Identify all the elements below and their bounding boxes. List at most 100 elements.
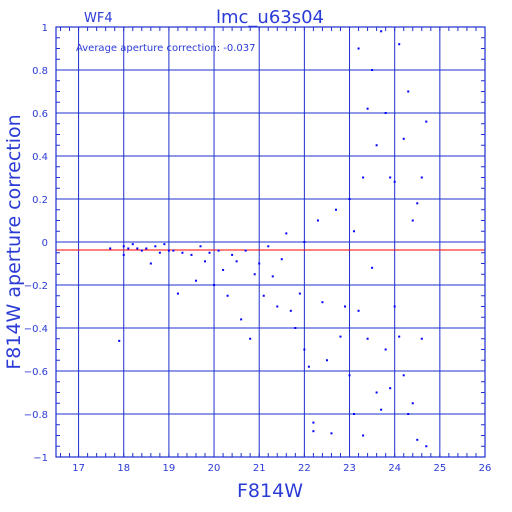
data-point [127,247,130,250]
data-point [316,219,319,222]
data-point [416,202,419,205]
data-point [176,292,179,295]
data-point [285,232,288,235]
data-point [353,230,356,233]
grid-lines [56,26,486,458]
x-tick-label: 24 [388,463,401,474]
data-point [240,318,243,321]
data-point [425,445,428,448]
data-point [389,176,392,179]
average-correction-annotation: Average aperture correction: -0.037 [76,43,256,54]
data-point [420,176,423,179]
x-axis-label: F814W [237,480,303,502]
data-points [109,30,428,448]
data-point [231,253,234,256]
data-point [375,144,378,147]
data-point [118,339,121,342]
axis-frame [55,26,486,458]
data-point [267,245,270,248]
data-point [393,305,396,308]
data-point [181,251,184,254]
data-point [366,107,369,110]
data-point [213,284,216,286]
data-point [280,258,283,261]
x-tick-label: 17 [72,463,85,474]
data-point [398,335,401,338]
data-point [353,413,356,415]
data-point [312,421,315,424]
y-tick-label: 0.6 [32,109,48,120]
data-point [339,335,342,338]
x-tick-label: 22 [298,463,311,474]
panel-label: WF4 [84,11,113,26]
data-point [425,120,428,123]
data-point [362,176,365,179]
data-point [393,180,396,183]
data-point [325,359,328,362]
x-tick-label: 18 [117,463,130,474]
data-point [294,327,297,329]
y-tick-label: −0.4 [24,324,48,335]
data-point [321,301,324,304]
data-point [140,249,143,252]
data-point [366,337,369,340]
data-point [149,262,152,265]
data-point [344,305,347,308]
data-point [357,309,360,312]
data-point [380,408,383,411]
data-point [334,208,337,211]
data-point [262,294,265,297]
y-tick-label: 1 [42,23,48,34]
y-tick-label: 0.8 [32,66,48,77]
chart-title: lmc_u63s04 [216,7,324,28]
x-tick-label: 20 [208,463,221,474]
y-tick-label: 0.4 [32,152,48,163]
data-point [380,30,383,33]
data-point [371,266,374,269]
data-point [348,374,351,377]
data-point [258,262,261,265]
data-point [384,348,387,351]
data-point [411,219,414,222]
data-point [244,249,247,252]
data-point [362,434,365,437]
y-tick-label: −0.2 [24,281,48,292]
x-tick-labels: 17 18 19 20 21 22 23 24 25 26 [72,463,491,474]
data-point [303,241,306,243]
data-point [158,251,161,254]
data-point [249,337,252,340]
plot-frame [55,26,486,458]
data-point [167,249,170,252]
data-point [222,268,225,271]
data-point [303,348,306,351]
data-point [194,279,197,282]
x-tick-label: 26 [479,463,492,474]
data-point [253,273,256,276]
x-tick-label: 19 [163,463,176,474]
data-point [289,309,292,312]
data-point [348,198,351,200]
x-tick-label: 23 [343,463,356,474]
y-axis-label: F814W aperture correction [3,114,25,369]
data-point [411,402,414,405]
data-point [398,43,401,46]
data-point [402,137,405,140]
data-point [208,251,211,254]
data-point [131,243,134,246]
data-point [172,249,175,252]
data-point [145,247,148,250]
data-point [371,69,374,71]
data-point [330,432,333,435]
data-point [122,253,125,256]
x-tick-label: 25 [433,463,446,474]
data-point [312,430,315,433]
data-point [307,365,310,368]
data-point [384,112,387,114]
data-point [235,260,238,263]
data-point [389,387,392,390]
data-point [122,245,125,248]
data-point [163,243,166,246]
data-point [276,305,279,308]
x-tick-label: 21 [253,463,266,474]
